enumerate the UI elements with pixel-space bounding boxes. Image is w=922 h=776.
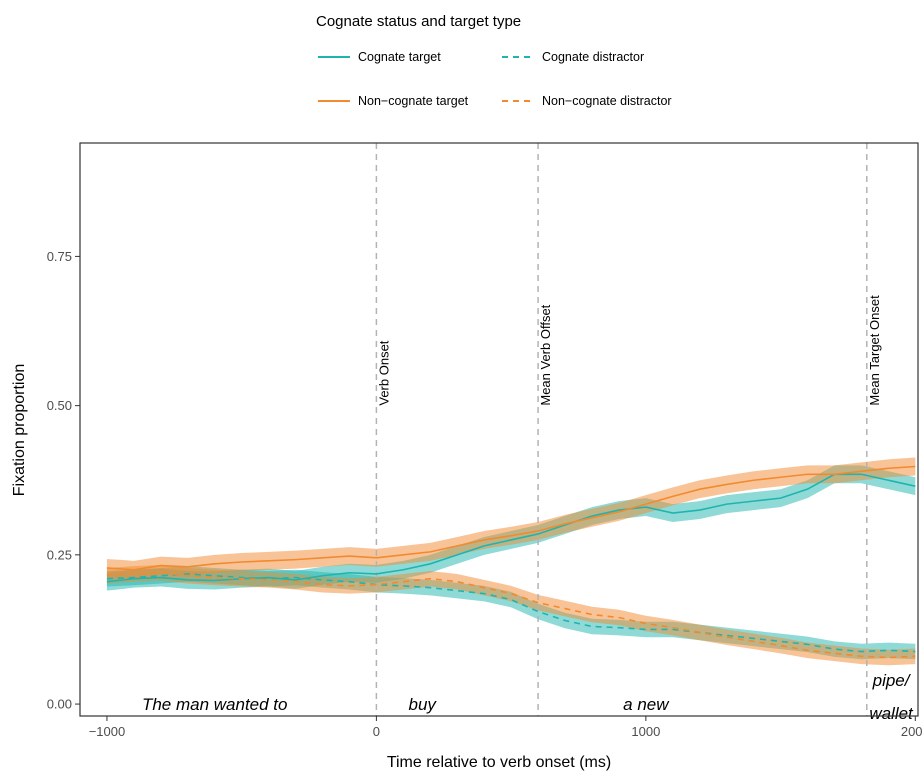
plot-area: Verb Onset Mean Verb Offset Mean Target On… [79, 142, 919, 723]
phrase-4: wallet [869, 704, 914, 723]
phrase-0: The man wanted to [142, 695, 288, 714]
x-axis-title: Time relative to verb onset (ms) [387, 754, 611, 771]
panel-border [79, 142, 919, 717]
confidence-bands [106, 457, 916, 666]
legend: Cognate status and target type Cognate t… [316, 13, 672, 108]
x-tick-label-1: 0 [373, 724, 380, 739]
y-axis-title: Fixation proportion [11, 364, 28, 497]
band-series-2 [106, 457, 916, 579]
vline-label-0: Verb Onset [376, 340, 391, 405]
legend-label-cognate-target: Cognate target [358, 50, 441, 64]
x-tick-label-2: 1000 [631, 724, 660, 739]
reference-lines: Verb Onset Mean Verb Offset Mean Target On… [375, 143, 882, 716]
panel-background [80, 143, 918, 716]
legend-label-cognate-distractor: Cognate distractor [542, 50, 644, 64]
vline-label-2: Mean Target Onset [867, 295, 882, 406]
x-tick-label-0: −1000 [89, 724, 126, 739]
y-tick-label-2: 0.50 [47, 398, 72, 413]
legend-label-noncognate-distractor: Non−cognate distractor [542, 94, 672, 108]
y-tick-label-1: 0.25 [47, 547, 72, 562]
legend-title: Cognate status and target type [316, 13, 521, 30]
series-line-3 [106, 571, 916, 659]
y-axis: 0.00 0.25 0.50 0.75 [47, 249, 80, 712]
legend-label-noncognate-target: Non−cognate target [358, 94, 469, 108]
phrase-3: pipe/ [872, 671, 912, 690]
sentence-phrases: The man wanted to buy a new pipe/wallet [142, 671, 914, 723]
series-line-2 [106, 465, 916, 571]
series-lines [106, 465, 916, 659]
y-tick-label-3: 0.75 [47, 249, 72, 264]
series-line-1 [106, 573, 916, 653]
band-series-3 [106, 564, 916, 666]
phrase-2: a new [623, 695, 670, 714]
phrase-1: buy [408, 695, 437, 714]
y-tick-label-0: 0.00 [47, 697, 72, 712]
vline-label-1: Mean Verb Offset [538, 304, 553, 405]
